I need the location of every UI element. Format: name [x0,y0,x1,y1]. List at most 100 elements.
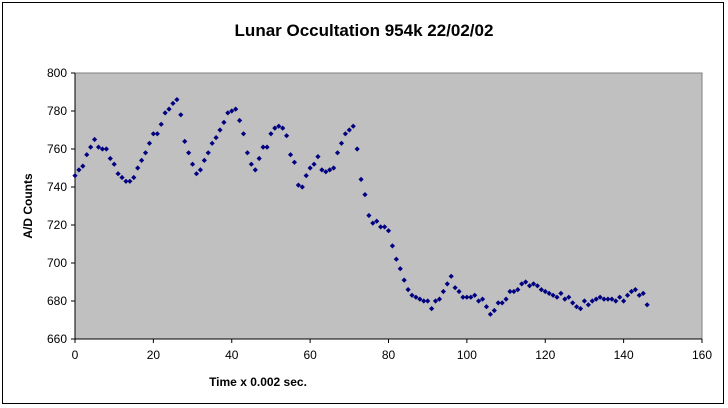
data-point [186,150,192,156]
data-point [393,256,399,262]
data-point [236,117,243,124]
data-point [338,140,345,146]
data-point [139,157,145,163]
data-point [429,306,435,312]
y-tick-label: 800 [47,66,67,80]
data-point [436,296,443,302]
data-point [323,169,329,175]
data-point [378,224,384,230]
x-tick-label: 80 [382,348,396,362]
x-tick-label: 60 [303,348,317,362]
data-point [178,112,184,118]
data-point [72,173,78,179]
data-point [460,294,466,300]
data-point [491,307,497,314]
data-point [624,292,631,298]
y-axis: 660 680 700 720 740 760 780 800 [47,66,76,346]
data-point [260,144,266,150]
data-point [327,167,333,173]
data-point [268,131,274,137]
data-point [291,159,298,165]
data-point [562,296,568,302]
data-point [381,224,388,230]
x-tick-label: 120 [535,348,555,362]
data-point [131,174,137,181]
data-point [585,302,591,308]
data-point [566,294,572,300]
y-axis-label: A/D Counts [21,173,35,239]
data-point [233,106,239,112]
data-point [632,287,638,293]
data-point [342,131,348,137]
data-point [530,281,537,287]
data-point [636,292,642,298]
data-point [621,298,627,304]
data-point [593,296,599,302]
data-point [95,144,102,150]
data-point [617,294,623,300]
data-point [601,296,607,302]
data-point [483,304,490,310]
data-point [605,296,611,302]
data-point [315,154,321,160]
data-point [495,300,501,306]
data-point [574,304,580,310]
data-point [88,144,94,150]
data-point [217,127,223,133]
data-point [276,123,282,129]
data-point [440,288,446,295]
plot-area [74,72,703,340]
data-point [366,212,372,219]
data-point [182,138,188,144]
data-point [503,296,509,302]
data-point [158,121,164,127]
data-point [221,119,227,125]
data-point [519,281,525,287]
data-point [240,131,247,137]
data-point [135,165,141,171]
data-point [80,163,86,169]
data-point [252,167,258,173]
data-point [448,273,454,279]
data-point [385,228,392,234]
x-axis: 0 20 40 60 80 100 120 140 160 [72,338,712,362]
data-point [609,296,615,302]
data-point [570,300,576,306]
data-point [119,174,125,181]
data-point [354,146,360,152]
data-point [479,296,486,302]
data-point [311,161,317,167]
data-point [432,298,439,304]
x-tick-label: 20 [147,348,161,362]
data-point [170,100,176,106]
data-point [476,298,482,304]
data-point [444,281,450,287]
data-point [205,150,211,156]
data-point [409,292,415,298]
y-tick-label: 660 [47,332,67,346]
data-point [546,290,552,296]
data-point [154,131,160,137]
data-point [452,285,458,291]
data-point [523,279,529,285]
y-tick-label: 780 [47,104,67,118]
data-point [334,150,341,156]
y-tick-label: 680 [47,294,67,308]
data-point [397,266,403,272]
y-tick-label: 740 [47,180,67,194]
data-point [280,125,286,131]
data-point [640,290,646,296]
data-point [507,288,513,295]
data-point [550,292,556,298]
data-point [174,97,180,103]
data-point [534,283,541,289]
data-point [111,161,117,167]
data-point [554,294,560,300]
data-point [225,110,231,116]
data-point [146,140,153,146]
data-point [107,155,113,162]
data-point [511,288,517,295]
data-point [350,123,356,129]
data-point [284,133,290,139]
